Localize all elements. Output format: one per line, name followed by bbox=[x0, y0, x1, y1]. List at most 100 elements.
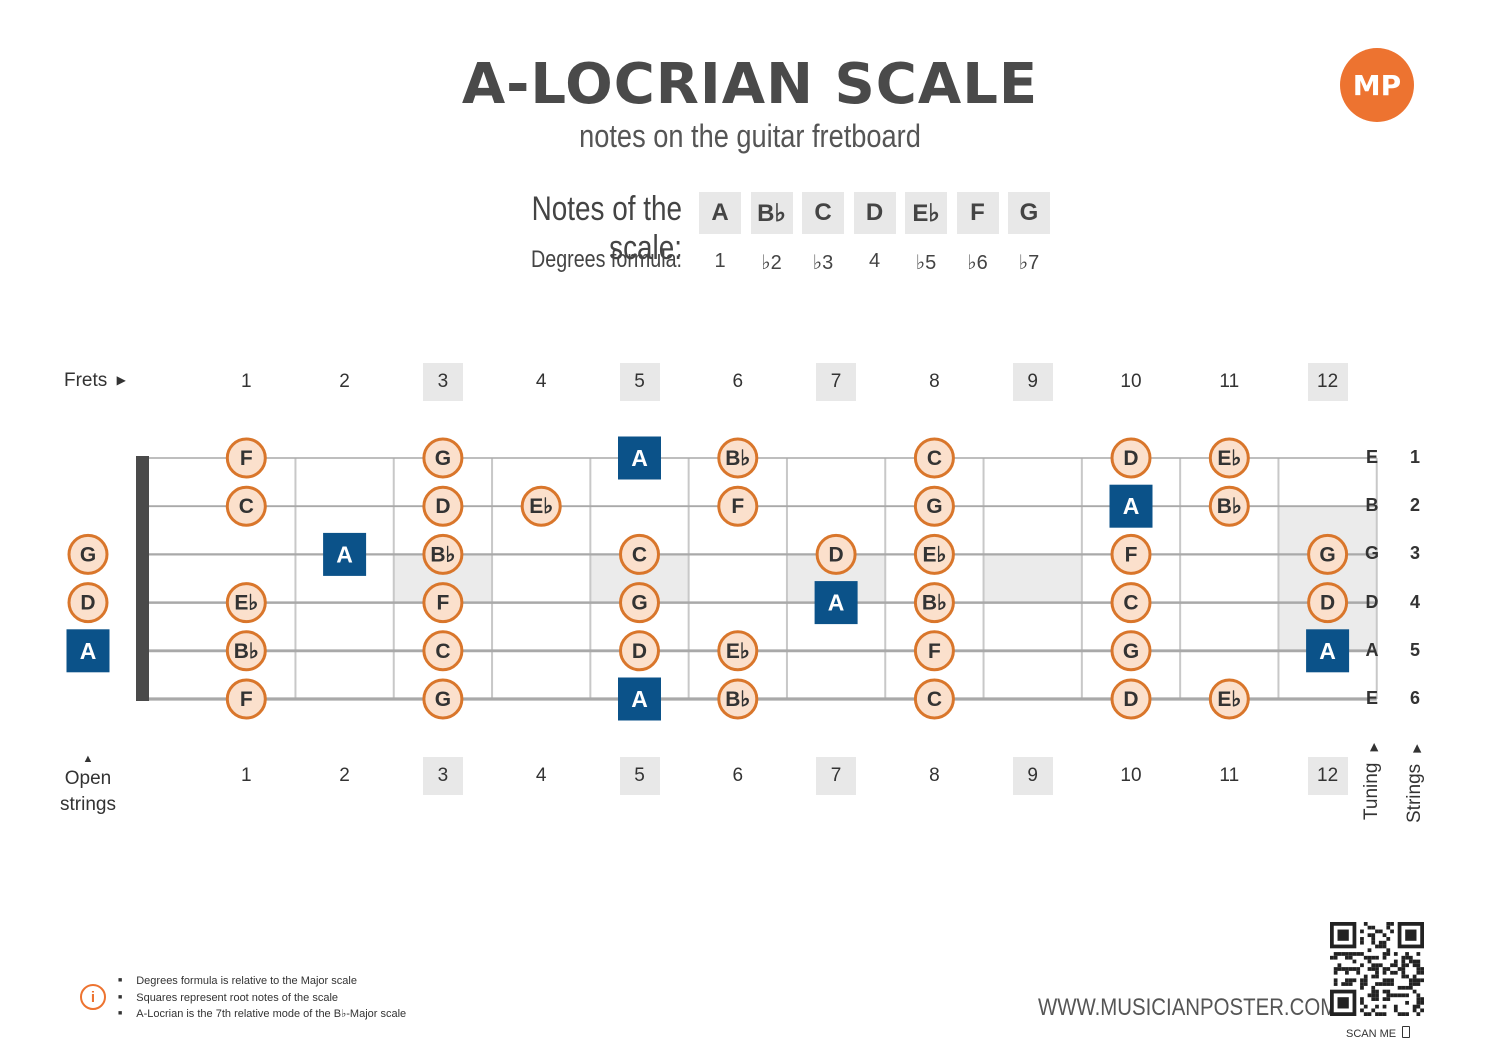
scale-note-label: F bbox=[240, 447, 253, 470]
fret-number-bottom: 12 bbox=[1307, 757, 1348, 795]
fret-number-bottom: 8 bbox=[929, 765, 940, 786]
scale-note-marker bbox=[1110, 678, 1152, 720]
scale-note-marker bbox=[913, 582, 955, 624]
scale-note-marker bbox=[422, 485, 464, 527]
scale-note-marker bbox=[225, 582, 267, 624]
fret-number-bottom: 10 bbox=[1120, 765, 1142, 786]
fret-number-top: 1 bbox=[241, 371, 252, 392]
scan-me-text: SCAN ME bbox=[1346, 1028, 1397, 1040]
fret-number-top: 11 bbox=[1219, 371, 1240, 392]
scale-note-label: F bbox=[928, 640, 941, 663]
root-note-marker bbox=[323, 532, 367, 576]
scale-note-label: F bbox=[436, 592, 449, 615]
nut bbox=[136, 456, 149, 701]
scale-note-marker bbox=[913, 678, 955, 720]
scale-note-marker bbox=[717, 437, 759, 479]
root-note-label: A bbox=[631, 686, 648, 712]
scale-note-label: E♭ bbox=[234, 592, 258, 615]
scale-note-marker bbox=[619, 630, 660, 672]
scale-note-label: D bbox=[1320, 592, 1335, 615]
fret-number-bottom: 5 bbox=[619, 757, 660, 795]
scale-note-marker bbox=[913, 485, 955, 527]
scale-note-label: D bbox=[632, 640, 647, 663]
scale-degree: ♭5 bbox=[915, 252, 937, 274]
string-number: 1 bbox=[1409, 447, 1420, 467]
tuning-note: G bbox=[1364, 543, 1379, 564]
scale-note-label: C bbox=[632, 543, 647, 566]
scale-note-label: E♭ bbox=[1217, 688, 1241, 711]
qr-code[interactable] bbox=[1330, 922, 1424, 1016]
website-link[interactable]: WWW.MUSICIANPOSTER.COM bbox=[1038, 994, 1338, 1021]
scale-note-label: G bbox=[1319, 543, 1335, 566]
scale-note-label: G bbox=[435, 688, 451, 711]
scale-note-marker bbox=[225, 678, 267, 720]
fret-number-bottom: 4 bbox=[535, 765, 547, 786]
root-note-marker bbox=[618, 436, 661, 480]
scale-note-label: D bbox=[1123, 688, 1138, 711]
string-number: 3 bbox=[1409, 543, 1420, 564]
string-number: 2 bbox=[1409, 495, 1420, 516]
open-strings-label: ▲ Open strings bbox=[50, 752, 126, 818]
scale-note-label: G bbox=[80, 543, 96, 566]
fret-number-top: 5 bbox=[619, 363, 660, 401]
fret-number-bottom: 6 bbox=[732, 765, 744, 786]
scale-note-marker bbox=[422, 533, 464, 575]
scale-note-label: D bbox=[435, 495, 450, 518]
triangle-up-icon: ▲ bbox=[82, 753, 94, 765]
scale-note-label: F bbox=[1125, 543, 1138, 566]
scale-note-label: C bbox=[435, 640, 450, 663]
strings-label-text: Strings bbox=[1404, 763, 1425, 823]
scale-note-marker bbox=[422, 437, 464, 479]
root-note-label: A bbox=[336, 541, 353, 567]
page-subtitle: notes on the guitar fretboard bbox=[579, 118, 921, 154]
scan-me-label: SCAN ME bbox=[1346, 1026, 1411, 1040]
tuning-note: B bbox=[1365, 495, 1379, 516]
degrees-formula-label: Degrees formula: bbox=[531, 246, 682, 273]
fret-number-top: 6 bbox=[732, 371, 744, 392]
scale-note-label: C bbox=[927, 447, 942, 470]
scale-note-label: D bbox=[829, 543, 844, 566]
fret-number-top: 8 bbox=[929, 371, 940, 392]
scale-note-label: D bbox=[1123, 447, 1138, 470]
scale-degree: ♭3 bbox=[812, 252, 834, 274]
frets-label: Frets ▶ bbox=[64, 370, 126, 392]
fret-number-top: 2 bbox=[339, 371, 350, 392]
scale-degree: 4 bbox=[868, 250, 881, 272]
scale-note-marker bbox=[422, 582, 464, 624]
root-note-label: A bbox=[80, 638, 97, 664]
scale-note-marker bbox=[1110, 582, 1152, 624]
scale-note-marker bbox=[913, 437, 955, 479]
scale-note-label: G bbox=[926, 495, 942, 518]
fret-number-bottom: 2 bbox=[339, 765, 350, 786]
scale-note-label: E♭ bbox=[1217, 447, 1241, 470]
scale-note-label: G bbox=[1123, 640, 1139, 663]
string-number: 4 bbox=[1409, 591, 1420, 612]
scale-note-marker bbox=[717, 678, 759, 720]
scale-note-marker bbox=[520, 485, 562, 527]
root-note-label: A bbox=[631, 445, 648, 471]
scale-note-cell: C bbox=[802, 192, 844, 234]
tuning-note: E bbox=[1365, 688, 1378, 708]
fret-number-bottom: 7 bbox=[816, 757, 857, 795]
scale-note-marker bbox=[225, 437, 267, 479]
tuning-note: D bbox=[1365, 591, 1379, 612]
logo: MP bbox=[1340, 48, 1414, 122]
triangle-right-icon: ▶ bbox=[1368, 742, 1380, 752]
scale-note-marker bbox=[815, 533, 857, 575]
scale-note-cell: A bbox=[699, 192, 741, 234]
fret-marker-shade bbox=[983, 554, 1082, 603]
strings-label: Strings ▶ bbox=[1404, 744, 1426, 823]
fret-number-top: 12 bbox=[1307, 363, 1348, 401]
scale-note-marker bbox=[913, 533, 955, 575]
scale-note-marker bbox=[225, 485, 267, 527]
fret-number-top: 9 bbox=[1012, 363, 1053, 401]
fret-number-bottom: 1 bbox=[241, 765, 252, 786]
fret-number-bottom: 3 bbox=[422, 757, 463, 795]
scale-note-marker bbox=[1110, 437, 1152, 479]
scale-note-marker bbox=[1110, 533, 1152, 575]
scale-note-marker bbox=[1307, 582, 1349, 624]
scale-note-cell: D bbox=[853, 192, 896, 234]
scale-note-label: G bbox=[631, 592, 647, 615]
info-icon: i bbox=[80, 984, 106, 1010]
scale-note-marker bbox=[67, 533, 109, 575]
